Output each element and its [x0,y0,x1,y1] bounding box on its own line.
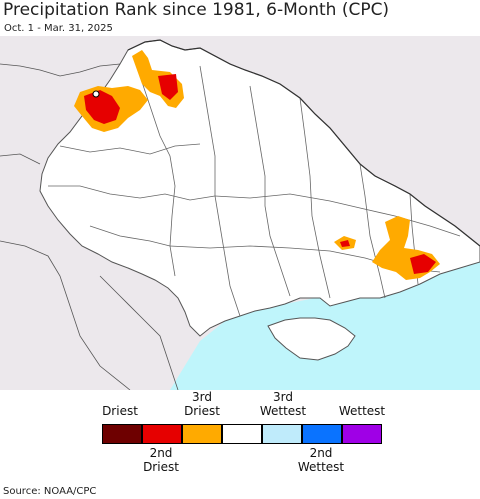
legend-label-second-driest: 2nd Driest [143,446,179,474]
map-subtitle: Oct. 1 - Mar. 31, 2025 [4,23,113,34]
legend-swatch-wettest [342,424,382,444]
legend-swatch-driest [102,424,142,444]
oblast-borders [48,65,461,317]
legend-swatch-second-driest [142,424,182,444]
precipitation-rank-map [0,36,480,390]
legend-swatch-normal [222,424,262,444]
legend-label-third-driest: 3rd Driest [184,390,220,418]
source-credit: Source: NOAA/CPC [3,486,97,497]
legend-label-third-wettest: 3rd Wettest [259,390,307,418]
legend-label-driest: Driest [102,404,138,418]
legend-swatch-third-driest [182,424,222,444]
legend-swatch-third-wettest [262,424,302,444]
ukraine-border [127,39,480,247]
legend-swatch-second-wettest [302,424,342,444]
second-driest-areas [84,74,436,274]
map-title: Precipitation Rank since 1981, 6-Month (… [3,0,390,20]
legend: Driest 3rd Driest 3rd Wettest Wettest 2n… [0,388,480,480]
crimea [267,317,356,361]
neighbor-borders [0,63,179,390]
kyiv-marker [92,90,100,98]
legend-label-second-wettest: 2nd Wettest [297,446,345,474]
legend-label-wettest: Wettest [338,404,386,418]
